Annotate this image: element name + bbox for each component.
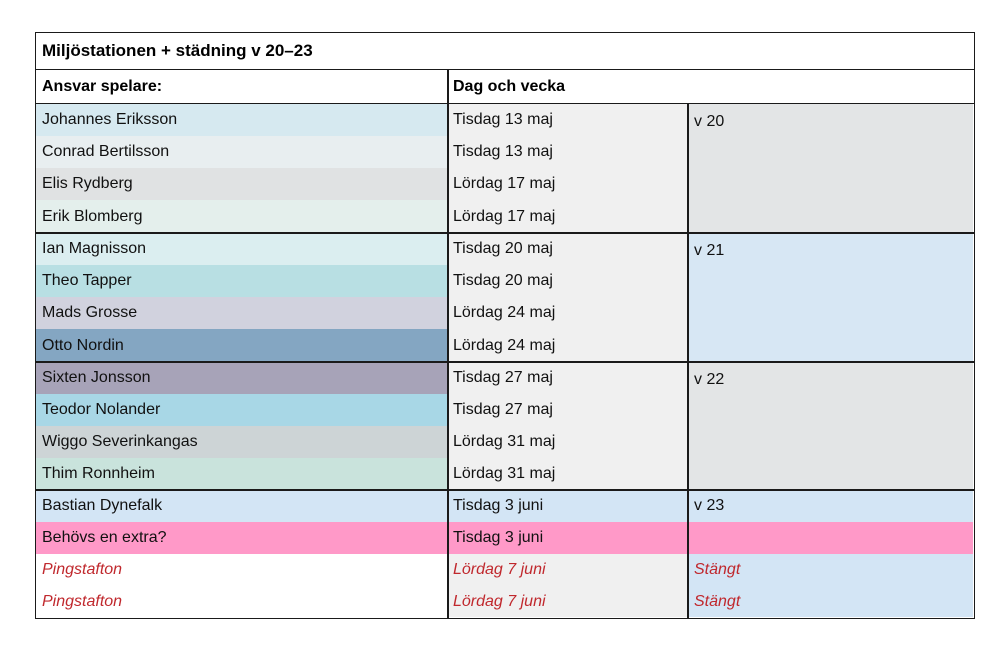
player-name-cell: Wiggo Severinkangas: [36, 426, 447, 458]
date-cell: Lördag 31 maj: [447, 426, 687, 458]
player-name-cell: Erik Blomberg: [36, 200, 447, 233]
player-name-cell: Pingstafton: [36, 554, 447, 586]
group-divider: [36, 232, 974, 234]
date-cell: Lördag 17 maj: [447, 168, 687, 200]
date-cell: Tisdag 13 maj: [447, 136, 687, 168]
column-divider: [447, 70, 449, 618]
date-cell: Lördag 31 maj: [447, 458, 687, 490]
player-name-cell: Behövs en extra?: [36, 522, 447, 554]
date-cell: Lördag 17 maj: [447, 200, 687, 233]
week-cell: [687, 522, 973, 554]
date-cell: Tisdag 3 juni: [447, 490, 687, 522]
player-name-cell: Johannes Eriksson: [36, 104, 447, 136]
header-day-week: Dag och vecka: [447, 70, 974, 104]
date-cell: Tisdag 27 maj: [447, 394, 687, 426]
date-cell: Tisdag 13 maj: [447, 104, 687, 136]
player-name-cell: Ian Magnisson: [36, 233, 447, 265]
date-cell: Lördag 7 juni: [447, 586, 687, 617]
player-name-cell: Elis Rydberg: [36, 168, 447, 200]
week-cell: v 20: [687, 104, 973, 233]
player-name-cell: Thim Ronnheim: [36, 458, 447, 490]
date-cell: Lördag 24 maj: [447, 329, 687, 362]
group-divider: [36, 361, 974, 363]
player-name-cell: Conrad Bertilsson: [36, 136, 447, 168]
player-name-cell: Mads Grosse: [36, 297, 447, 329]
schedule-table: Miljöstationen + städning v 20–23 Ansvar…: [35, 32, 975, 619]
week-cell: Stängt: [687, 586, 973, 617]
date-cell: Tisdag 27 maj: [447, 362, 687, 394]
week-cell: v 21: [687, 233, 973, 362]
table-title: Miljöstationen + städning v 20–23: [36, 33, 974, 70]
player-name-cell: Teodor Nolander: [36, 394, 447, 426]
date-cell: Lördag 24 maj: [447, 297, 687, 329]
date-cell: Tisdag 3 juni: [447, 522, 687, 554]
week-cell: v 22: [687, 362, 973, 490]
date-cell: Lördag 7 juni: [447, 554, 687, 586]
player-name-cell: Bastian Dynefalk: [36, 490, 447, 522]
header-player: Ansvar spelare:: [36, 70, 447, 104]
date-cell: Tisdag 20 maj: [447, 233, 687, 265]
group-divider: [36, 489, 974, 491]
week-cell: v 23: [687, 490, 973, 522]
week-cell: Stängt: [687, 554, 973, 586]
player-name-cell: Sixten Jonsson: [36, 362, 447, 394]
player-name-cell: Pingstafton: [36, 586, 447, 617]
player-name-cell: Otto Nordin: [36, 329, 447, 362]
date-cell: Tisdag 20 maj: [447, 265, 687, 297]
player-name-cell: Theo Tapper: [36, 265, 447, 297]
